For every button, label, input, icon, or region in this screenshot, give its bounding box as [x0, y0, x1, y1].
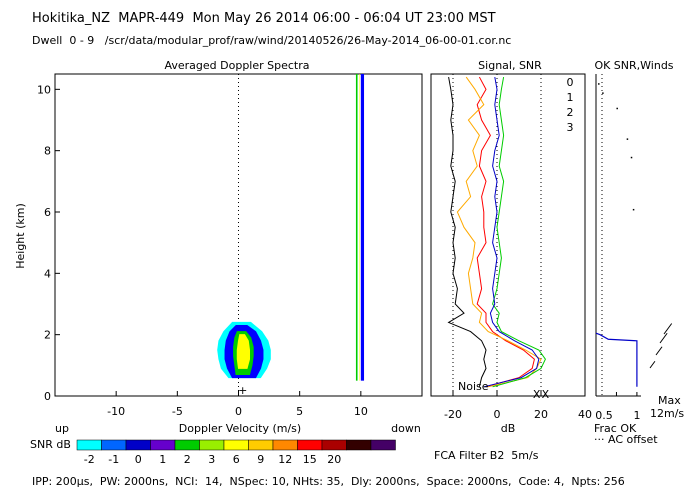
spectra-panel: 0 2 4 6 8 10 -10 -5 0 5 10 +	[37, 73, 423, 418]
snr-panel: -20 0 20 40X X	[430, 73, 592, 421]
snr-x-tick-label: 20	[534, 408, 548, 421]
snr-series-4	[483, 76, 540, 388]
wind-barb-2	[659, 332, 668, 344]
colorbar-swatch-9	[297, 439, 323, 451]
colorbar-swatch-11	[346, 439, 372, 451]
snr-x-marker-0: X	[533, 388, 541, 401]
legend-label-2: 2	[567, 106, 574, 119]
y-tick-label: 4	[44, 267, 51, 280]
x-axis-label: Doppler Velocity (m/s)	[179, 422, 301, 435]
colorbar-tick-label: 9	[257, 453, 264, 466]
y-tick-label: 0	[44, 390, 51, 403]
filter-text: FCA Filter B2 5m/s	[434, 449, 539, 462]
y-tick-label: 10	[37, 83, 51, 96]
x-tick-label: 10	[354, 405, 368, 418]
marker-plus: +	[238, 384, 247, 397]
colorbar-swatch-10	[321, 439, 347, 451]
snr-frame	[430, 73, 586, 397]
snr-x-tick-label: 0	[494, 408, 501, 421]
noise-label: Noise	[458, 380, 489, 393]
colorbar-swatch-3	[150, 439, 176, 451]
dwell-line: Dwell 0 - 9 /scr/data/modular_prof/raw/w…	[32, 34, 512, 47]
wind-dot-2	[626, 138, 629, 140]
colorbar-tick-label: 0	[135, 453, 142, 466]
ac-offset-label: ··· AC offset	[594, 433, 658, 446]
colorbar-tick-label: -2	[84, 453, 95, 466]
colorbar-swatch-2	[125, 439, 151, 451]
legend-label-1: 1	[567, 91, 574, 104]
spike-band-0	[360, 74, 365, 381]
colorbar-tick-label: 15	[303, 453, 317, 466]
up-label: up	[55, 422, 69, 435]
wind-dot-4	[632, 208, 635, 211]
frac-ok-label: Frac OK	[594, 422, 637, 435]
legend-label-0: 0	[567, 76, 574, 89]
colorbar-swatch-8	[272, 439, 298, 451]
y-tick-label: 8	[44, 145, 51, 158]
colorbar-tick-label: 12	[278, 453, 292, 466]
x-tick-label: 5	[296, 405, 303, 418]
winds-panel: 0.5 1 0 1 2 3	[567, 74, 673, 422]
down-label: down	[391, 422, 421, 435]
winds-title: OK SNR,Winds	[594, 59, 673, 72]
colorbar-swatch-12	[370, 439, 396, 451]
page-title: Hokitika_NZ MAPR-449 Mon May 26 2014 06:…	[32, 11, 496, 26]
winds-tick-label: 1	[634, 409, 641, 422]
frac-ok-line	[595, 332, 638, 387]
y-tick-label: 6	[44, 206, 51, 219]
winds-tick-label: 0.5	[595, 409, 613, 422]
wind-dot-5	[602, 92, 604, 94]
wind-barb-3	[663, 323, 673, 335]
wind-dot-1	[616, 107, 618, 110]
colorbar-label: SNR dB	[30, 438, 71, 451]
legend-label-3: 3	[567, 121, 574, 134]
colorbar-tick-label: 6	[233, 453, 240, 466]
colorbar-tick-label: 1	[159, 453, 166, 466]
snr-x-tick-label: -20	[444, 408, 462, 421]
snr-series-3	[492, 76, 546, 388]
colorbar-swatch-6	[223, 439, 249, 451]
snr-x-tick-label: 40	[578, 408, 592, 421]
spectra-title: Averaged Doppler Spectra	[164, 59, 309, 72]
params-text: IPP: 200μs, PW: 2000ns, NCI: 14, NSpec: …	[32, 475, 625, 488]
colorbar-tick-label: 3	[208, 453, 215, 466]
max-value: 12m/s	[650, 407, 684, 420]
snr-series-2	[456, 76, 542, 388]
snr-series-0	[447, 76, 487, 387]
snr-x-marker-1: X	[542, 388, 550, 401]
spectral-contour-3	[236, 334, 251, 369]
wind-barb-1	[655, 346, 663, 356]
x-tick-label: -5	[172, 405, 183, 418]
colorbar-tick-label: 20	[327, 453, 341, 466]
colorbar-swatch-0	[76, 439, 102, 451]
wind-barb-0	[649, 360, 656, 369]
y-axis-label: Height (km)	[14, 203, 27, 269]
snr-series-1	[476, 76, 535, 388]
colorbar-tick-label: -1	[108, 453, 119, 466]
colorbar-swatch-5	[199, 439, 225, 451]
x-tick-label: -10	[107, 405, 125, 418]
wind-dot-0	[598, 83, 600, 85]
db-label: dB	[501, 422, 516, 435]
wind-dot-3	[630, 156, 633, 159]
colorbar-swatch-7	[248, 439, 274, 451]
colorbar-swatch-4	[174, 439, 200, 451]
max-label: Max	[658, 394, 681, 407]
spike-band-1	[355, 74, 358, 381]
snr-title: Signal, SNR	[478, 59, 542, 72]
colorbar-tick-label: 2	[184, 453, 191, 466]
colorbar: -2 -1 0 1 2 3 6 9 12 15 20	[76, 439, 396, 466]
y-tick-label: 2	[44, 329, 51, 342]
x-tick-label: 0	[235, 405, 242, 418]
spike-band-2	[358, 74, 360, 381]
colorbar-swatch-1	[101, 439, 127, 451]
